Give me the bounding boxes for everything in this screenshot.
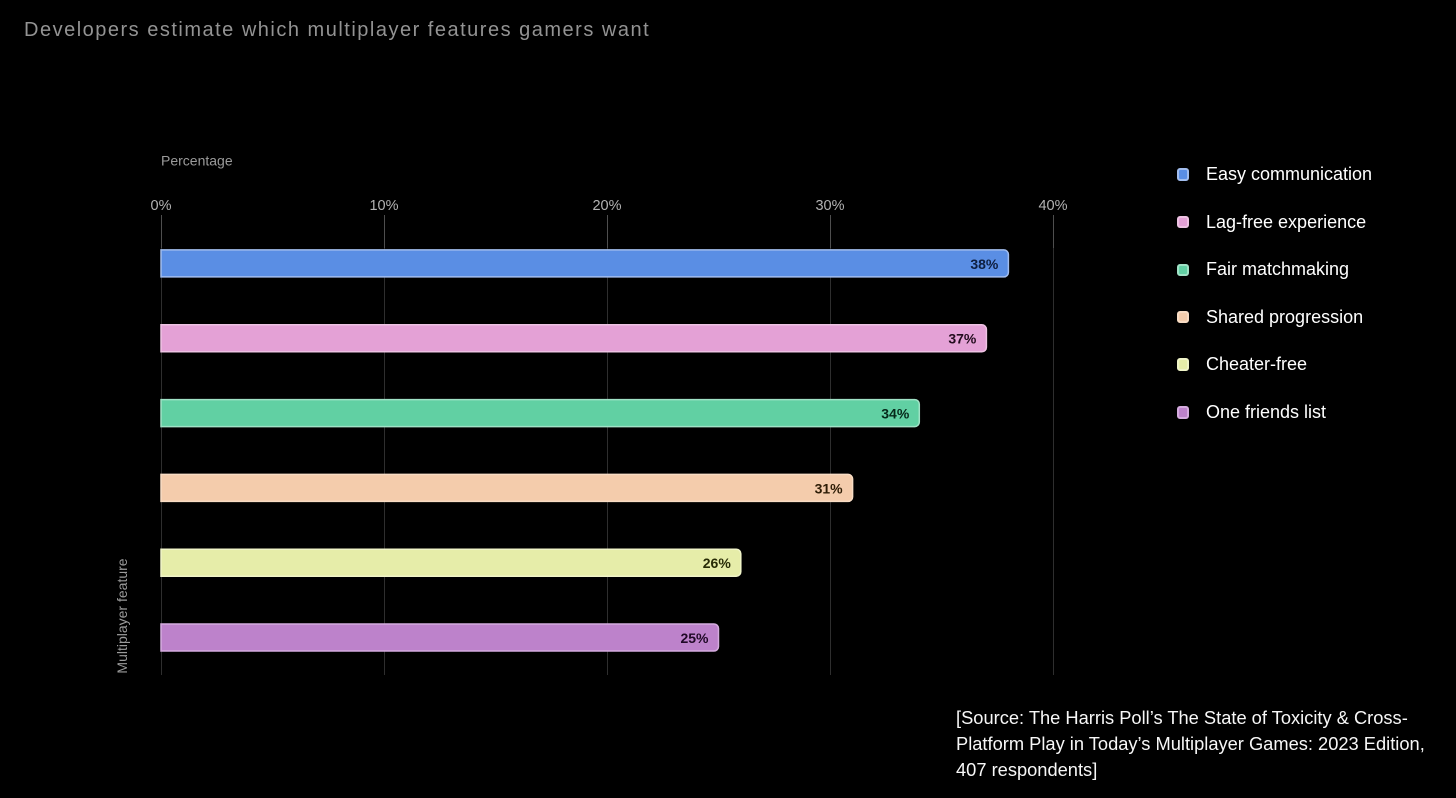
svg-text:31%: 31% — [815, 480, 844, 496]
svg-text:40%: 40% — [1038, 198, 1067, 214]
svg-text:Multiplayer feature: Multiplayer feature — [114, 558, 130, 673]
svg-text:34%: 34% — [881, 406, 910, 422]
svg-text:20%: 20% — [592, 198, 621, 214]
svg-text:38%: 38% — [970, 256, 999, 272]
svg-text:10%: 10% — [369, 198, 398, 214]
svg-text:25%: 25% — [680, 630, 709, 646]
svg-text:37%: 37% — [948, 331, 977, 347]
svg-text:30%: 30% — [815, 198, 844, 214]
svg-text:0%: 0% — [151, 198, 172, 214]
svg-text:26%: 26% — [703, 555, 732, 571]
svg-text:Percentage: Percentage — [161, 153, 233, 169]
